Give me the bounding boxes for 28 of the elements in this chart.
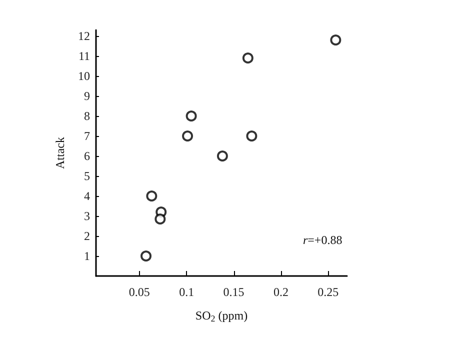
point (242, 52, 254, 64)
y-tick-label: 2 (84, 229, 90, 243)
x-tick-label: 0.1 (179, 285, 194, 299)
point (140, 250, 152, 262)
y-tick-label: 6 (84, 149, 90, 163)
y-tick-label: 4 (84, 189, 90, 203)
x-tick-label: 0.15 (223, 285, 244, 299)
y-tick-label: 7 (84, 129, 90, 143)
point (246, 130, 258, 142)
x-tick-label: 0.05 (128, 285, 150, 299)
x-tick-label: 0.2 (273, 285, 288, 299)
point (154, 214, 166, 224)
y-tick-label: 1 (84, 249, 90, 263)
point (146, 190, 158, 202)
y-tick-label: 8 (84, 109, 90, 123)
point (186, 110, 197, 122)
x-tick-label: 0.25 (318, 285, 339, 299)
point (182, 130, 194, 142)
y-tick-label: 5 (84, 169, 90, 183)
annotation: r=+0.88 (303, 233, 342, 247)
y-tick-label: 11 (78, 49, 90, 63)
point (216, 150, 228, 162)
point (330, 34, 342, 46)
y-tick-label: 10 (78, 69, 90, 83)
y-axis-title: Attack (53, 137, 67, 169)
y-tick-label: 12 (78, 29, 90, 43)
y-tick-label: 3 (84, 209, 90, 223)
y-tick-label: 9 (84, 89, 90, 103)
